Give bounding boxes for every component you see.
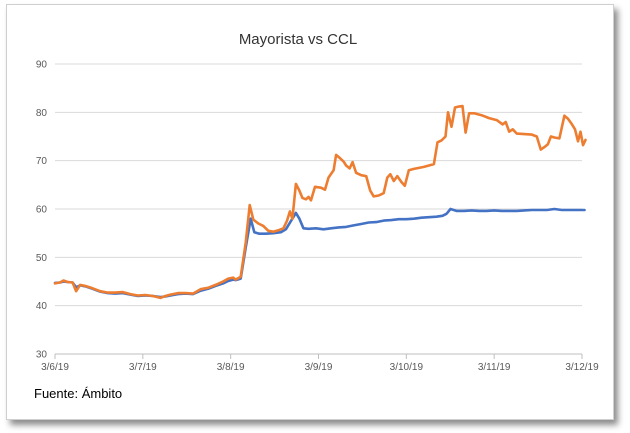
- chart-title: Mayorista vs CCL: [239, 31, 357, 48]
- x-tick-label: 3/8/19: [217, 362, 245, 373]
- x-tick-label: 3/11/19: [478, 362, 511, 373]
- source-note: Fuente: Ámbito: [34, 386, 123, 401]
- y-tick-label: 60: [36, 205, 48, 216]
- x-tick-label: 3/10/19: [390, 362, 424, 373]
- x-axis-ticks: 3/6/19 3/7/19 3/8/19 3/9/19 3/10/19 3/11/19 3/…: [41, 354, 599, 373]
- x-tick-label: 3/7/19: [129, 362, 157, 373]
- x-tick-label: 3/9/19: [305, 362, 333, 373]
- y-tick-label: 70: [36, 156, 48, 167]
- y-tick-label: 90: [36, 60, 48, 71]
- gridlines: [55, 63, 582, 355]
- series-lines: [53, 104, 587, 300]
- x-tick-label: 3/6/19: [41, 362, 69, 373]
- x-tick-label: 3/12/19: [565, 362, 599, 373]
- y-tick-label: 30: [36, 350, 48, 361]
- y-tick-label: 40: [36, 301, 48, 312]
- series-line-mayorista: [53, 207, 586, 299]
- y-tick-label: 50: [36, 253, 48, 264]
- y-axis-ticks: 30 40 50 60 70 80 90: [36, 60, 48, 361]
- y-tick-label: 80: [36, 108, 48, 119]
- series-line-ccl: [53, 104, 587, 300]
